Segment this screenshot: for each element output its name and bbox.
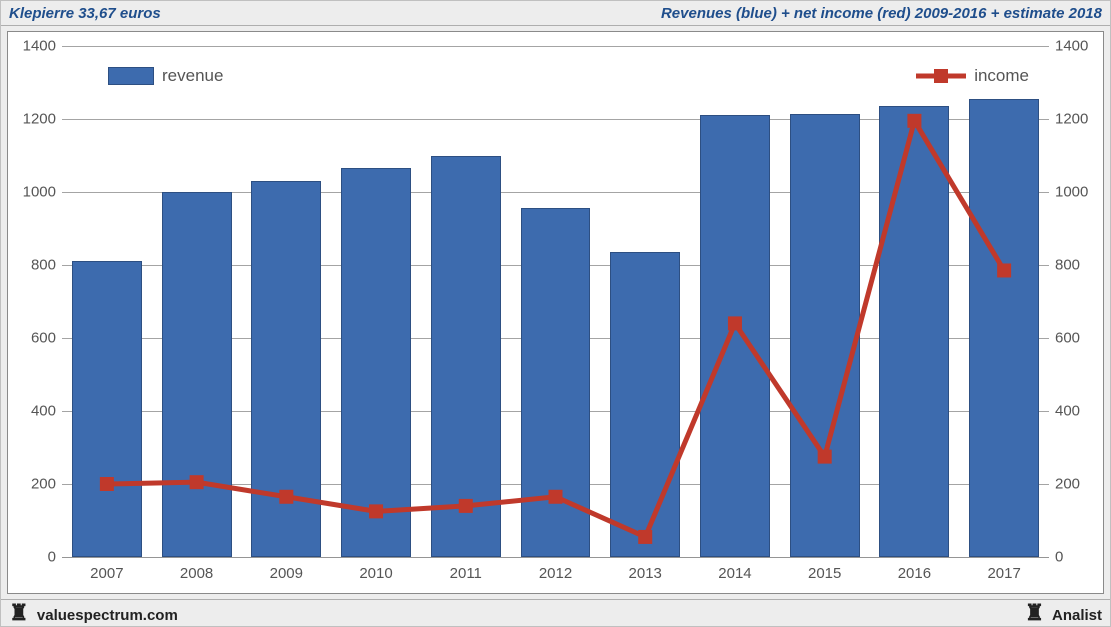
y-right-tick-label: 0	[1055, 549, 1063, 566]
footer-right-text: Analist	[1052, 607, 1102, 624]
x-tick-label: 2014	[718, 565, 751, 582]
x-tick-label: 2009	[270, 565, 303, 582]
bar-2009	[251, 181, 321, 557]
legend-income: income	[916, 66, 1029, 86]
x-tick-label: 2008	[180, 565, 213, 582]
bar-2010	[341, 168, 411, 557]
legend-income-swatch	[916, 67, 966, 85]
rook-icon: ♜	[9, 602, 29, 624]
x-tick-label: 2017	[987, 565, 1020, 582]
bar-2014	[700, 115, 770, 557]
bar-2015	[790, 114, 860, 557]
bar-2007	[72, 261, 142, 557]
y-left-tick-label: 200	[31, 476, 56, 493]
header-right-title: Revenues (blue) + net income (red) 2009-…	[661, 5, 1102, 22]
rook-icon: ♜	[1025, 602, 1045, 624]
y-right-tick-label: 400	[1055, 403, 1080, 420]
x-tick-label: 2015	[808, 565, 841, 582]
bar-2012	[521, 208, 591, 557]
footer-left-text: valuespectrum.com	[37, 607, 178, 624]
x-tick-label: 2010	[359, 565, 392, 582]
legend-revenue-label: revenue	[162, 66, 223, 86]
bar-2013	[610, 252, 680, 557]
y-left-tick-label: 800	[31, 257, 56, 274]
y-right-tick-label: 600	[1055, 330, 1080, 347]
chart-area: 0 0 200 200 400 400 600 600 800 800 1000 1000 1200 12…	[7, 31, 1104, 594]
y-right-tick-label: 800	[1055, 257, 1080, 274]
header-left-title: Klepierre 33,67 euros	[9, 5, 161, 22]
legend-revenue: revenue	[108, 66, 223, 86]
y-right-tick-label: 1400	[1055, 38, 1088, 55]
legend-revenue-swatch	[108, 67, 154, 85]
x-tick-label: 2016	[898, 565, 931, 582]
y-right-tick-label: 1000	[1055, 184, 1088, 201]
y-left-tick-label: 600	[31, 330, 56, 347]
x-tick-label: 2007	[90, 565, 123, 582]
x-tick-label: 2012	[539, 565, 572, 582]
chart-header: Klepierre 33,67 euros Revenues (blue) + …	[1, 1, 1110, 26]
gridline	[62, 46, 1049, 47]
x-axis-line	[62, 557, 1049, 558]
chart-frame: Klepierre 33,67 euros Revenues (blue) + …	[0, 0, 1111, 627]
bar-2016	[879, 106, 949, 557]
y-right-tick-label: 1200	[1055, 111, 1088, 128]
y-left-tick-label: 0	[48, 549, 56, 566]
bar-2008	[162, 192, 232, 557]
y-left-tick-label: 1400	[23, 38, 56, 55]
footer-left: ♜ valuespectrum.com	[9, 602, 178, 624]
x-tick-label: 2013	[629, 565, 662, 582]
chart-footer: ♜ valuespectrum.com ♜ Analist	[1, 599, 1110, 626]
y-left-tick-label: 1000	[23, 184, 56, 201]
footer-right: ♜ Analist	[1025, 602, 1102, 624]
y-right-tick-label: 200	[1055, 476, 1080, 493]
y-left-tick-label: 1200	[23, 111, 56, 128]
x-tick-label: 2011	[450, 565, 482, 582]
y-left-tick-label: 400	[31, 403, 56, 420]
plot-region: 0 0 200 200 400 400 600 600 800 800 1000 1000 1200 12…	[8, 32, 1103, 593]
legend-income-label: income	[974, 66, 1029, 86]
bar-2011	[431, 156, 501, 558]
bar-2017	[969, 99, 1039, 557]
